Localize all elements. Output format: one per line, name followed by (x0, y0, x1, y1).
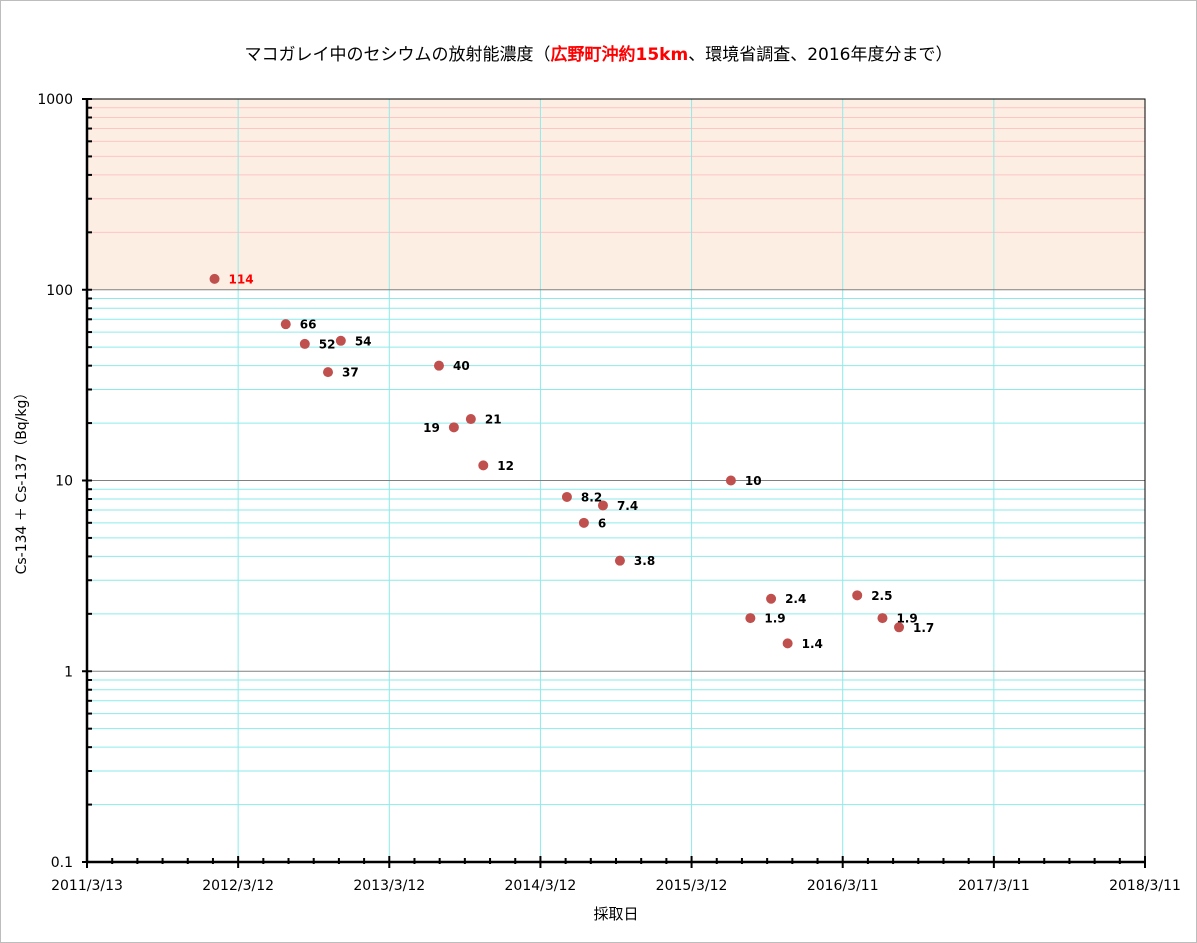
x-tick-label: 2012/3/12 (202, 878, 274, 894)
shaded-band-area (87, 99, 1145, 290)
data-label: 21 (485, 413, 502, 427)
x-tick-label: 2014/3/12 (505, 878, 577, 894)
y-tick-label: 1 (64, 664, 73, 680)
data-point (448, 422, 459, 433)
x-tick-label: 2013/3/12 (353, 878, 425, 894)
data-point (323, 367, 334, 378)
data-label: 12 (497, 459, 514, 473)
x-tick-label: 2017/3/11 (958, 878, 1030, 894)
chart-title-highlight: 広野町沖約15km (550, 45, 689, 65)
x-axis-label: 採取日 (593, 905, 638, 923)
data-point (561, 491, 572, 502)
data-label: 1.4 (802, 637, 823, 651)
data-label: 2.4 (785, 592, 806, 606)
y-tick-label: 0.1 (51, 855, 73, 871)
x-tick-label: 2011/3/13 (51, 878, 123, 894)
y-axis-label: Cs-134 ＋ Cs-137（Bq/kg） (14, 386, 30, 575)
data-point (209, 273, 220, 284)
data-label: 7.4 (617, 499, 638, 513)
data-label: 6 (598, 516, 606, 530)
shaded-band (87, 99, 1145, 290)
y-tick-label: 1000 (37, 92, 73, 108)
data-point (877, 613, 888, 624)
data-label: 37 (342, 366, 359, 380)
data-label: 1.7 (913, 621, 934, 635)
chart-title-main: マコガレイ中のセシウムの放射能濃度（ (244, 45, 551, 65)
data-label: 52 (319, 337, 336, 351)
chart-title-tail: 、環境省調査、2016年度分まで） (688, 45, 953, 65)
data-label: 1.9 (896, 612, 917, 626)
data-point (335, 335, 346, 346)
data-point (299, 338, 310, 349)
data-point (894, 622, 905, 633)
tick-labels: 0.1 1 10 100 1000 2011/3/13 2012/3/12 2013/3/12… (37, 92, 1181, 894)
x-tick-label: 2015/3/12 (656, 878, 728, 894)
grid-lines (87, 99, 1145, 862)
data-points: 11466523754401921128.267.43.8101.92.41.4… (209, 272, 934, 651)
data-point (745, 613, 756, 624)
data-point (766, 593, 777, 604)
data-point (478, 460, 489, 471)
data-point (782, 638, 793, 649)
x-tick-label: 2018/3/11 (1109, 878, 1181, 894)
chart-title: マコガレイ中のセシウムの放射能濃度（広野町沖約15km、環境省調査、2016年度… (0, 40, 1197, 65)
data-label: 54 (355, 334, 372, 348)
data-label: 40 (453, 359, 470, 373)
data-label: 114 (229, 272, 254, 286)
y-tick-label: 10 (55, 474, 73, 490)
data-point (578, 517, 589, 528)
data-point (614, 555, 625, 566)
data-point (725, 475, 736, 486)
data-label: 2.5 (871, 589, 892, 603)
data-point (465, 414, 476, 425)
y-tick-label: 100 (46, 283, 73, 299)
data-label: 8.2 (581, 490, 602, 504)
data-label: 10 (745, 474, 762, 488)
data-label: 66 (300, 318, 317, 332)
data-label: 19 (423, 421, 440, 435)
data-point (280, 319, 291, 330)
axes (82, 98, 1146, 868)
data-label: 3.8 (634, 554, 655, 568)
data-point (433, 360, 444, 371)
data-point (852, 590, 863, 601)
x-tick-label: 2016/3/11 (807, 878, 879, 894)
data-label: 1.9 (764, 612, 785, 626)
data-point (597, 500, 608, 511)
